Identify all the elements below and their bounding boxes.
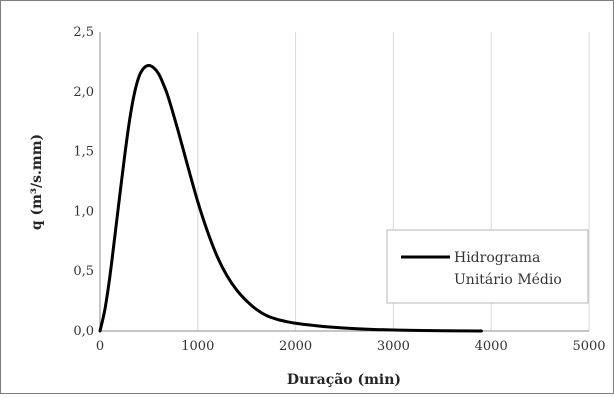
- y-axis-title: q (m³/s.mm): [29, 134, 45, 230]
- series-layer: [98, 63, 483, 333]
- y-tick-label: 2,5: [73, 25, 94, 40]
- x-tick-label: 4000: [475, 339, 508, 354]
- y-tick-label: 0,5: [73, 264, 94, 279]
- legend-box: [386, 229, 589, 304]
- x-tick-label: 5000: [572, 339, 605, 354]
- x-tick-label: 2000: [279, 339, 312, 354]
- legend-label-line-1: Hidrograma: [454, 250, 540, 266]
- axes: [99, 32, 589, 332]
- x-tick-label: 1000: [181, 339, 214, 354]
- x-tick-labels: 0 1000 2000 3000 4000 5000: [96, 339, 606, 354]
- y-tick-label: 1,5: [73, 145, 94, 160]
- x-tick-label: 3000: [377, 339, 410, 354]
- y-tick-label: 0,0: [73, 324, 94, 339]
- y-tick-label: 1,0: [73, 204, 94, 219]
- x-axis-title: Duração (min): [287, 371, 401, 388]
- y-tick-label: 2,0: [73, 85, 94, 100]
- series-line-hidrograma: [98, 63, 483, 333]
- legend-label-line-2: Unitário Médio: [454, 272, 562, 288]
- legend: Hidrograma Unitário Médio: [386, 229, 589, 304]
- y-tick-labels: 0,0 0,5 1,0 1,5 2,0 2,5: [73, 25, 94, 339]
- x-tick-label: 0: [96, 339, 104, 354]
